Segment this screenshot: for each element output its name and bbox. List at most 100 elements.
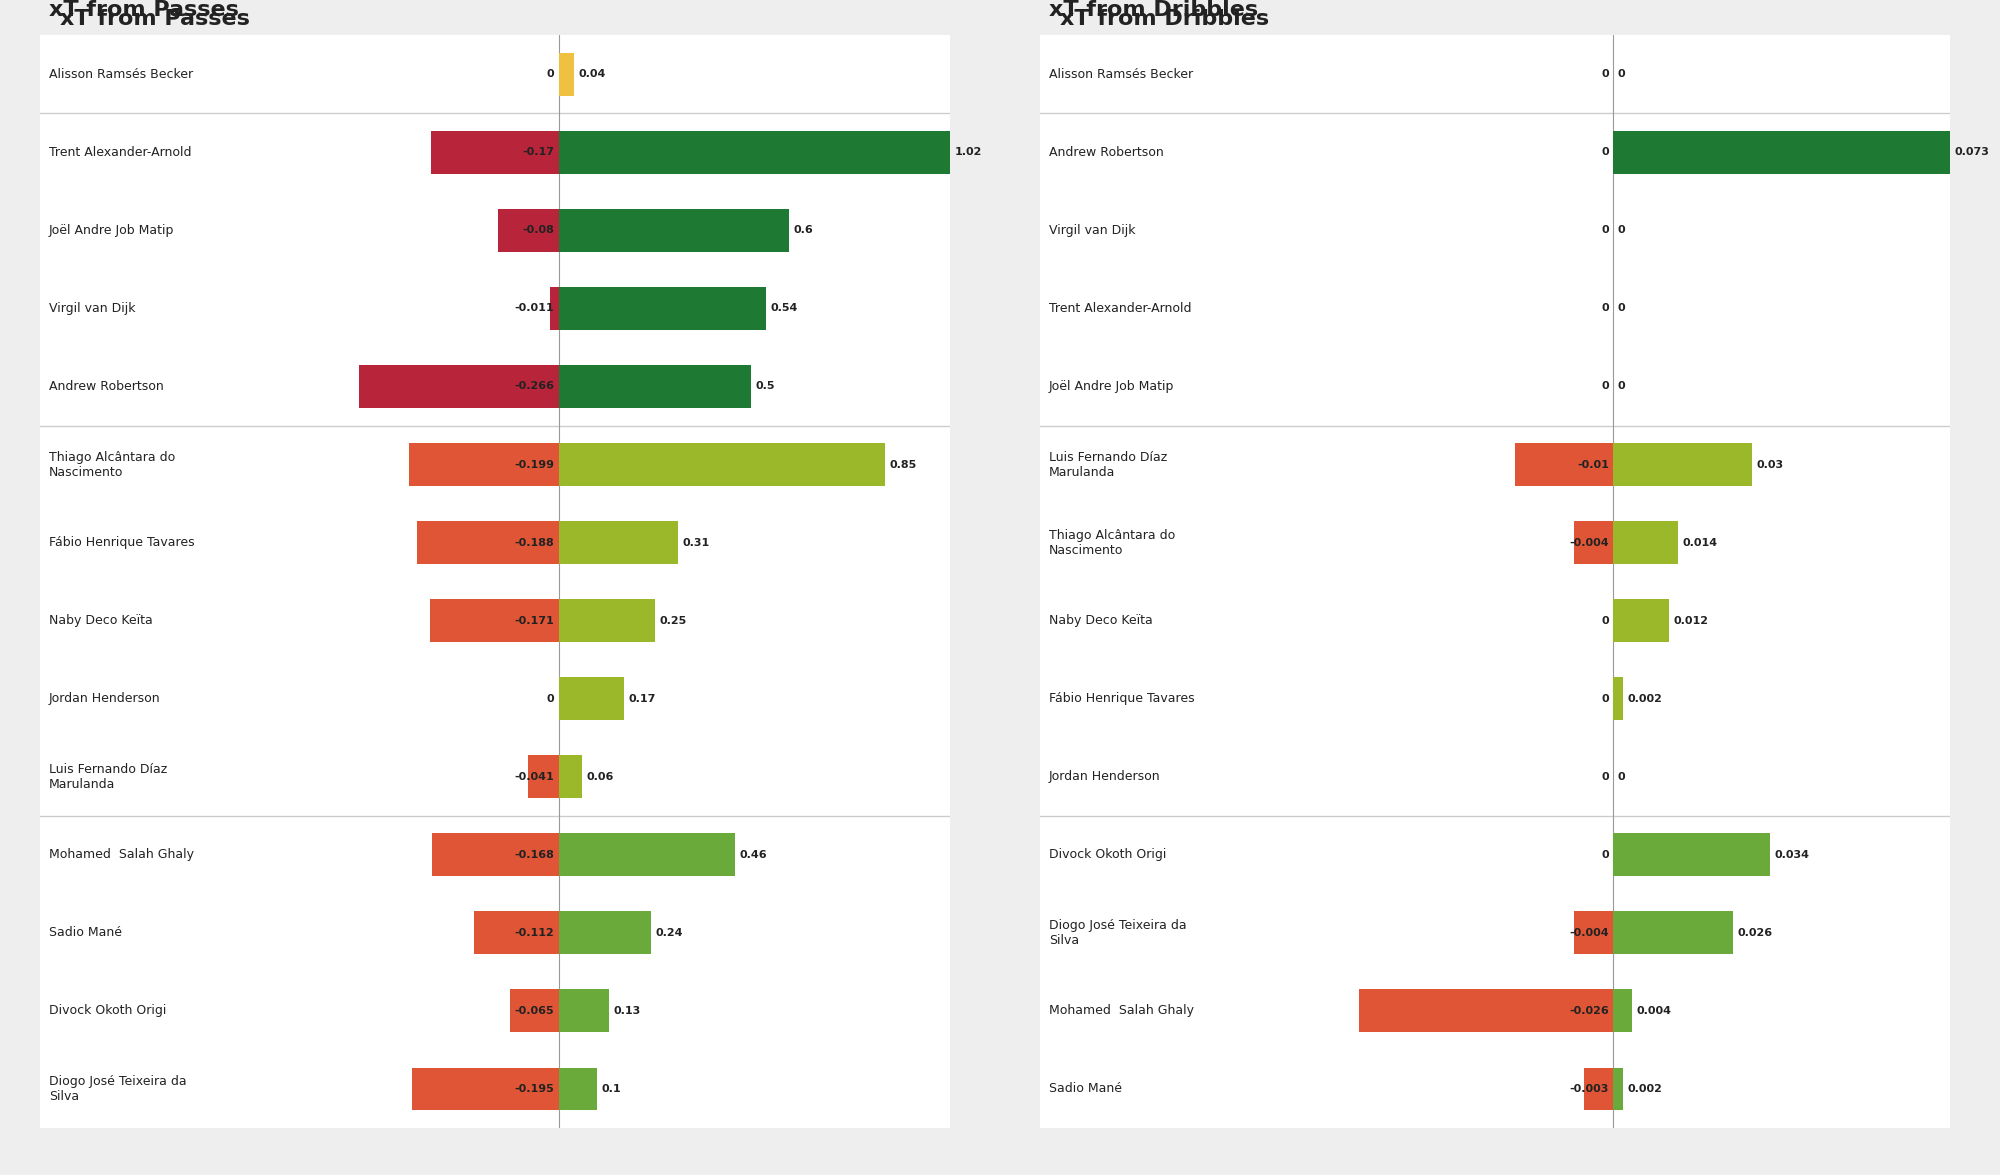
Text: -0.08: -0.08 [522,226,554,235]
Text: -0.266: -0.266 [514,382,554,391]
Text: Divock Okoth Origi: Divock Okoth Origi [50,1005,166,1018]
Text: 0: 0 [1602,382,1608,391]
Text: -0.188: -0.188 [514,538,554,548]
Text: Virgil van Dijk: Virgil van Dijk [1050,224,1136,237]
Text: xT from Passes: xT from Passes [50,0,238,20]
FancyBboxPatch shape [432,833,558,877]
FancyBboxPatch shape [1574,522,1614,564]
Text: Jordan Henderson: Jordan Henderson [50,692,160,705]
FancyBboxPatch shape [558,677,624,720]
Text: -0.004: -0.004 [1570,928,1608,938]
Text: 0: 0 [1602,616,1608,625]
Text: -0.168: -0.168 [514,850,554,860]
Text: 0.06: 0.06 [586,772,614,781]
Text: 0.25: 0.25 [660,616,686,625]
Text: 0.002: 0.002 [1628,693,1662,704]
Text: 0: 0 [1602,303,1608,314]
Text: -0.112: -0.112 [514,928,554,938]
Text: -0.004: -0.004 [1570,538,1608,548]
FancyBboxPatch shape [1516,443,1614,486]
FancyBboxPatch shape [558,912,650,954]
FancyBboxPatch shape [1614,912,1734,954]
Text: 0.002: 0.002 [1628,1085,1662,1094]
FancyBboxPatch shape [474,912,558,954]
Text: Andrew Robertson: Andrew Robertson [1050,146,1164,159]
Text: 0: 0 [1602,772,1608,781]
Text: 0.85: 0.85 [890,459,916,470]
Text: 0.17: 0.17 [628,693,656,704]
Text: xT from Dribbles: xT from Dribbles [1060,9,1270,29]
FancyBboxPatch shape [558,130,950,174]
Text: Jordan Henderson: Jordan Henderson [1050,771,1160,784]
FancyBboxPatch shape [418,522,558,564]
Text: Fábio Henrique Tavares: Fábio Henrique Tavares [50,536,194,549]
Text: xT from Dribbles: xT from Dribbles [1050,0,1258,20]
Text: 0.31: 0.31 [682,538,710,548]
Text: Diogo José Teixeira da
Silva: Diogo José Teixeira da Silva [1050,919,1186,947]
Text: Fábio Henrique Tavares: Fábio Henrique Tavares [1050,692,1194,705]
Text: 0.13: 0.13 [614,1006,640,1016]
Text: -0.199: -0.199 [514,459,554,470]
Text: 0.54: 0.54 [770,303,798,314]
Text: Alisson Ramsés Becker: Alisson Ramsés Becker [50,68,194,81]
FancyBboxPatch shape [498,209,558,251]
FancyBboxPatch shape [528,756,558,798]
FancyBboxPatch shape [558,53,574,95]
Text: -0.026: -0.026 [1568,1006,1608,1016]
Text: Naby Deco Keïta: Naby Deco Keïta [1050,615,1152,627]
Text: 0: 0 [546,693,554,704]
FancyBboxPatch shape [558,365,750,408]
Text: 0: 0 [1618,69,1626,79]
FancyBboxPatch shape [550,287,558,330]
FancyBboxPatch shape [558,522,678,564]
Text: Virgil van Dijk: Virgil van Dijk [50,302,136,315]
FancyBboxPatch shape [1614,677,1622,720]
Text: Diogo José Teixeira da
Silva: Diogo José Teixeira da Silva [50,1075,186,1103]
FancyBboxPatch shape [510,989,558,1033]
Text: Alisson Ramsés Becker: Alisson Ramsés Becker [1050,68,1194,81]
Text: Naby Deco Keïta: Naby Deco Keïta [50,615,152,627]
Text: 0: 0 [1602,69,1608,79]
Text: 0: 0 [1602,147,1608,157]
Text: 0.014: 0.014 [1682,538,1718,548]
FancyBboxPatch shape [1574,912,1614,954]
FancyBboxPatch shape [558,443,884,486]
Text: Mohamed  Salah Ghaly: Mohamed Salah Ghaly [1050,1005,1194,1018]
Text: -0.01: -0.01 [1576,459,1608,470]
Text: -0.065: -0.065 [514,1006,554,1016]
Text: 0.004: 0.004 [1636,1006,1672,1016]
Text: Trent Alexander-Arnold: Trent Alexander-Arnold [1050,302,1192,315]
FancyBboxPatch shape [430,599,558,642]
FancyBboxPatch shape [558,1068,598,1110]
Text: 0: 0 [1618,303,1626,314]
Text: 0.46: 0.46 [740,850,768,860]
Text: 0: 0 [1618,226,1626,235]
Text: 0: 0 [546,69,554,79]
Text: Andrew Robertson: Andrew Robertson [50,380,164,392]
Text: 0: 0 [1602,850,1608,860]
Text: 0: 0 [1618,772,1626,781]
Text: 0.5: 0.5 [756,382,774,391]
FancyBboxPatch shape [430,130,558,174]
Text: Sadio Mané: Sadio Mané [1050,1082,1122,1095]
FancyBboxPatch shape [358,365,558,408]
Text: 0: 0 [1602,693,1608,704]
Text: Sadio Mané: Sadio Mané [50,926,122,939]
Text: 0.012: 0.012 [1674,616,1708,625]
Text: -0.041: -0.041 [514,772,554,781]
Text: 0.034: 0.034 [1774,850,1810,860]
Text: Luis Fernando Díaz
Marulanda: Luis Fernando Díaz Marulanda [1050,450,1168,478]
Text: -0.011: -0.011 [514,303,554,314]
FancyBboxPatch shape [408,443,558,486]
FancyBboxPatch shape [558,209,788,251]
Text: Trent Alexander-Arnold: Trent Alexander-Arnold [50,146,192,159]
Text: -0.171: -0.171 [514,616,554,625]
Text: Divock Okoth Origi: Divock Okoth Origi [1050,848,1166,861]
Text: -0.003: -0.003 [1570,1085,1608,1094]
Text: Joël Andre Job Matip: Joël Andre Job Matip [1050,380,1174,392]
Text: Luis Fernando Díaz
Marulanda: Luis Fernando Díaz Marulanda [50,763,168,791]
Text: 0.026: 0.026 [1738,928,1772,938]
Text: Mohamed  Salah Ghaly: Mohamed Salah Ghaly [50,848,194,861]
FancyBboxPatch shape [1614,599,1668,642]
FancyBboxPatch shape [558,989,608,1033]
